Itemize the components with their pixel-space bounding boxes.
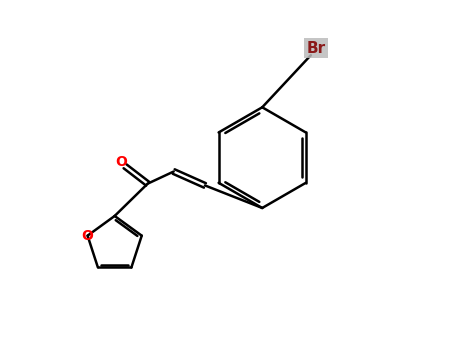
Text: O: O [115, 155, 127, 169]
Text: O: O [81, 229, 94, 243]
Text: Br: Br [307, 41, 326, 56]
